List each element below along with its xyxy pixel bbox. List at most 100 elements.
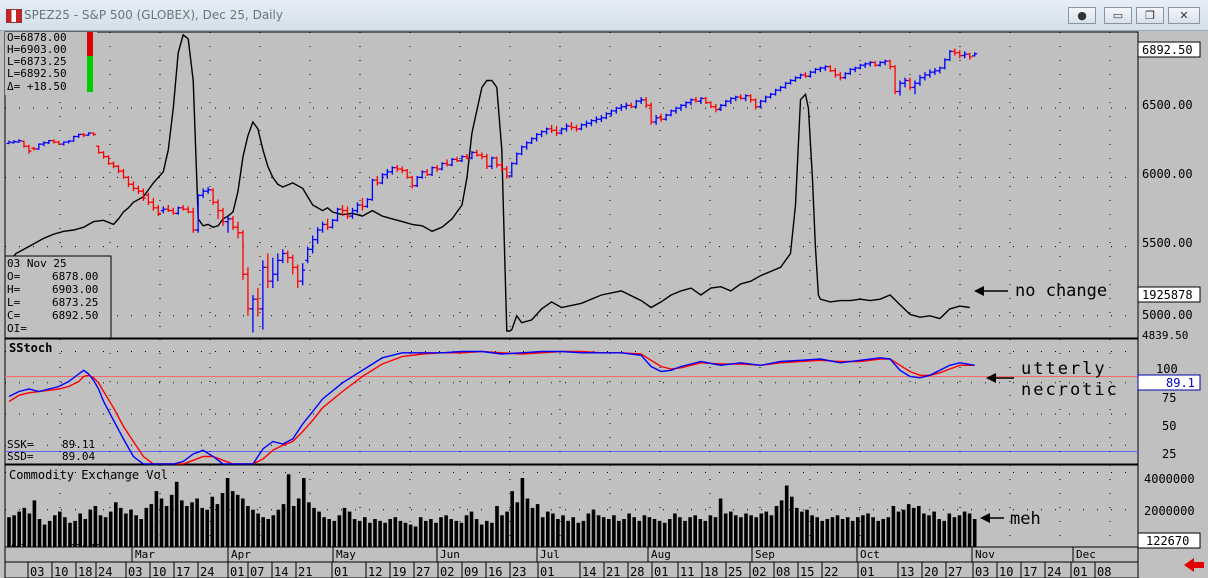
ohlc-last: L=6892.50 xyxy=(7,67,67,80)
volume-bar xyxy=(373,519,377,547)
volume-bar xyxy=(612,515,616,547)
price-bar xyxy=(763,95,769,103)
price-bar xyxy=(31,146,37,151)
volume-bar xyxy=(642,515,647,547)
data-box-value: 6892.50 xyxy=(52,309,98,322)
red-arrow-icon[interactable] xyxy=(1184,558,1204,572)
x-month-label: Nov xyxy=(975,548,995,561)
volume-bar xyxy=(73,520,77,547)
x-day-label: 10 xyxy=(54,565,68,578)
price-bar xyxy=(86,132,92,136)
x-day-label: 12 xyxy=(368,565,382,578)
price-bar xyxy=(36,143,42,150)
price-bar xyxy=(280,249,286,264)
scroll-right-arrow[interactable] xyxy=(1184,558,1204,572)
price-bar xyxy=(479,152,485,160)
volume-bar xyxy=(408,524,413,547)
price-bar xyxy=(728,97,734,104)
ohlc-high: H=6903.00 xyxy=(7,43,67,56)
price-bar xyxy=(573,124,579,132)
volume-bar xyxy=(17,511,21,547)
price-bar xyxy=(912,80,918,95)
x-day-label: 01 xyxy=(230,565,244,578)
volume-bar xyxy=(906,504,911,547)
volume-bar xyxy=(845,517,850,547)
price-bar xyxy=(917,74,923,86)
volume-bar xyxy=(500,515,504,547)
close-button[interactable]: ✕ xyxy=(1168,7,1200,24)
price-bar xyxy=(11,139,17,144)
chart-canvas[interactable]: O=6878.00 H=6903.00 L=6873.25 L=6892.50 … xyxy=(0,30,1208,578)
price-bar xyxy=(653,115,659,125)
price-bar xyxy=(96,145,102,154)
price-bar xyxy=(643,97,649,109)
stoch-lines xyxy=(8,350,975,465)
x-day-label: 27 xyxy=(948,565,962,578)
volume-bar xyxy=(225,478,230,547)
volume-bar xyxy=(729,511,733,547)
ohlc-delta: Δ= +18.50 xyxy=(7,80,67,93)
price-bar xyxy=(842,72,848,80)
price-bar xyxy=(807,70,813,78)
open-interest-polyline xyxy=(8,33,970,332)
volume-bar xyxy=(403,522,408,547)
volume-bar xyxy=(652,519,657,547)
price-bar xyxy=(608,109,614,117)
price-bar xyxy=(325,218,331,230)
volume-bar xyxy=(251,509,255,547)
ssk-line xyxy=(8,350,975,465)
ohlc-open: O=6878.00 xyxy=(7,31,67,44)
price-bar xyxy=(603,112,609,120)
price-bar xyxy=(349,207,355,219)
stoch-axis: 100 75 50 25 xyxy=(1156,362,1178,461)
price-bar xyxy=(290,254,296,275)
volume-bar xyxy=(937,519,941,547)
x-axis: Mar Apr May Jun Jul Aug Sep Oct Nov Dec 03 10 18 24 03… xyxy=(4,546,1139,578)
stoch-last-label: 89.1 xyxy=(1166,376,1195,390)
volume-bar xyxy=(942,520,946,547)
price-bar xyxy=(862,62,868,68)
price-bar xyxy=(270,257,276,289)
volume-bar xyxy=(246,506,250,547)
price-bar xyxy=(583,120,589,128)
volume-bar xyxy=(180,500,184,547)
stoch-panel[interactable] xyxy=(4,338,1139,465)
price-panel[interactable] xyxy=(4,31,1139,339)
price-bar xyxy=(698,97,704,104)
price-bar xyxy=(494,156,500,168)
x-month-label: Apr xyxy=(231,548,251,561)
price-bar xyxy=(120,169,126,179)
volume-bar xyxy=(276,509,281,547)
price-bar xyxy=(484,153,490,170)
price-bar xyxy=(957,49,963,59)
price-bar xyxy=(409,175,415,189)
price-bar xyxy=(185,206,191,214)
volume-bar xyxy=(485,520,489,547)
volume-bar xyxy=(103,517,108,547)
ohlc-box: O=6878.00 H=6903.00 L=6873.25 L=6892.50 … xyxy=(5,31,97,95)
x-day-label: 01 xyxy=(860,565,874,578)
price-bar xyxy=(972,52,978,57)
y-tick-5000: 5000.00 xyxy=(1142,308,1193,322)
price-bar xyxy=(623,102,629,110)
window-title-bar: SPEZ25 - S&P 500 (GLOBEX), Dec 25, Daily… xyxy=(0,0,1208,31)
minimize-button[interactable]: ▭ xyxy=(1104,7,1132,24)
x-day-label: 22 xyxy=(824,565,838,578)
record-button[interactable]: ● xyxy=(1068,7,1096,24)
volume-bar xyxy=(47,520,52,547)
y-tick-low: 4839.50 xyxy=(1142,329,1188,342)
price-bar xyxy=(165,205,171,212)
price-bar xyxy=(648,102,654,125)
volume-bar xyxy=(886,517,891,547)
price-bar xyxy=(354,202,360,214)
volume-bars xyxy=(7,474,977,547)
volume-bar xyxy=(469,511,474,547)
restore-button[interactable]: ❐ xyxy=(1136,7,1164,24)
price-bar xyxy=(265,253,271,289)
price-bar xyxy=(419,170,425,179)
x-day-label: 10 xyxy=(152,565,166,578)
volume-bar xyxy=(464,515,469,547)
ohlc-low: L=6873.25 xyxy=(7,55,67,68)
price-bar xyxy=(564,123,570,132)
price-bar xyxy=(61,141,67,146)
